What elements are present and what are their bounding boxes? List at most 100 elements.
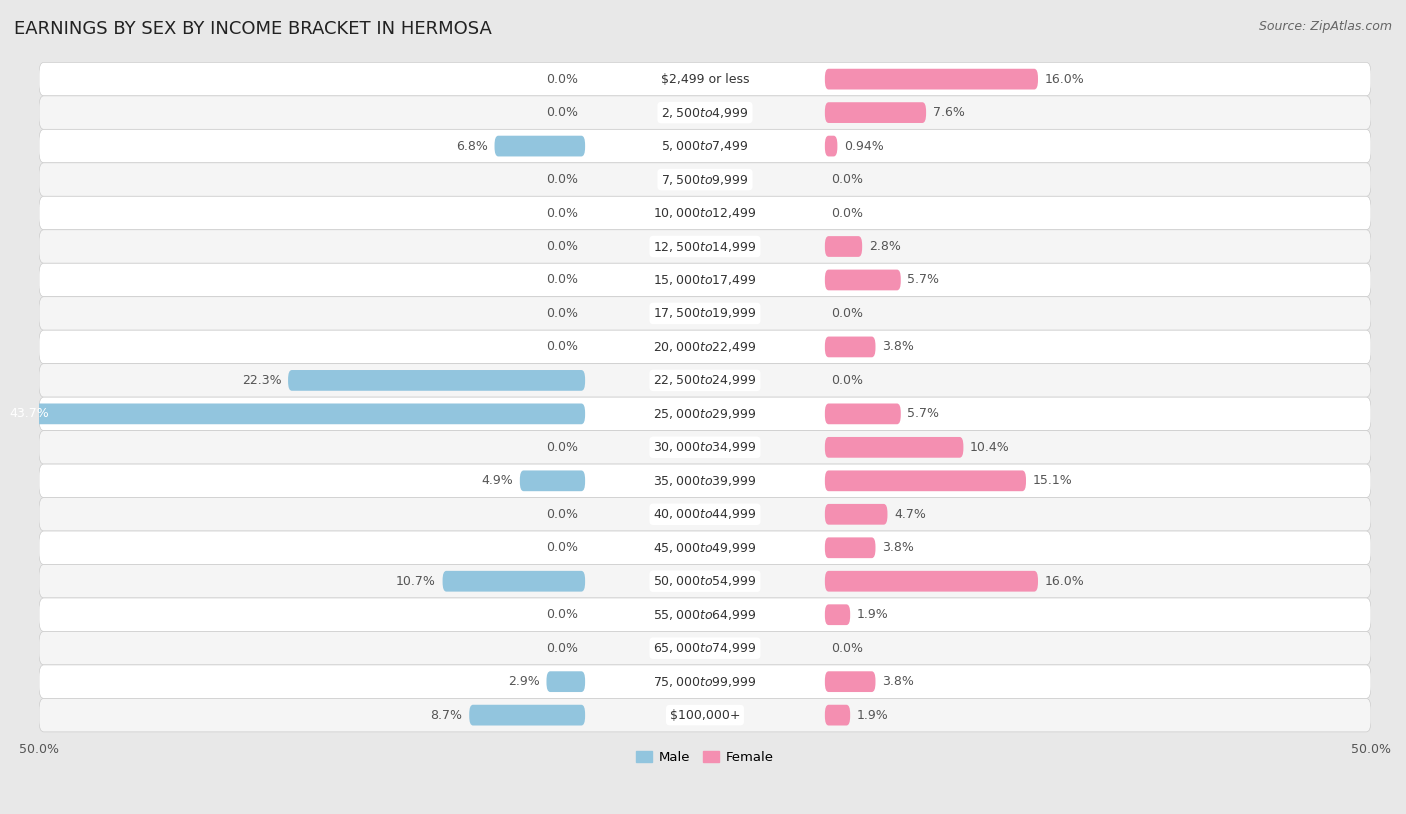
Text: $10,000 to $12,499: $10,000 to $12,499 xyxy=(654,206,756,220)
Text: 0.0%: 0.0% xyxy=(547,240,578,253)
FancyBboxPatch shape xyxy=(825,470,1026,491)
Text: $15,000 to $17,499: $15,000 to $17,499 xyxy=(654,273,756,287)
Text: $75,000 to $99,999: $75,000 to $99,999 xyxy=(654,675,756,689)
Text: 0.0%: 0.0% xyxy=(547,441,578,454)
Text: $20,000 to $22,499: $20,000 to $22,499 xyxy=(654,340,756,354)
FancyBboxPatch shape xyxy=(39,163,1371,196)
FancyBboxPatch shape xyxy=(39,464,1371,497)
FancyBboxPatch shape xyxy=(825,537,876,558)
FancyBboxPatch shape xyxy=(39,632,1371,665)
FancyBboxPatch shape xyxy=(39,297,1371,330)
FancyBboxPatch shape xyxy=(39,598,1371,632)
Text: 0.94%: 0.94% xyxy=(844,139,884,152)
Text: 1.9%: 1.9% xyxy=(856,608,889,621)
FancyBboxPatch shape xyxy=(39,665,1371,698)
Text: 16.0%: 16.0% xyxy=(1045,72,1084,85)
Text: 8.7%: 8.7% xyxy=(430,709,463,722)
Text: $5,000 to $7,499: $5,000 to $7,499 xyxy=(661,139,749,153)
FancyBboxPatch shape xyxy=(825,236,862,257)
FancyBboxPatch shape xyxy=(825,336,876,357)
Text: 5.7%: 5.7% xyxy=(907,274,939,287)
Text: $40,000 to $44,999: $40,000 to $44,999 xyxy=(654,507,756,521)
Text: EARNINGS BY SEX BY INCOME BRACKET IN HERMOSA: EARNINGS BY SEX BY INCOME BRACKET IN HER… xyxy=(14,20,492,38)
FancyBboxPatch shape xyxy=(470,705,585,725)
Text: 10.7%: 10.7% xyxy=(396,575,436,588)
FancyBboxPatch shape xyxy=(288,370,585,391)
FancyBboxPatch shape xyxy=(520,470,585,491)
Text: 0.0%: 0.0% xyxy=(547,641,578,654)
Text: $2,499 or less: $2,499 or less xyxy=(661,72,749,85)
Text: 0.0%: 0.0% xyxy=(547,508,578,521)
FancyBboxPatch shape xyxy=(825,136,838,156)
Text: 3.8%: 3.8% xyxy=(882,541,914,554)
FancyBboxPatch shape xyxy=(39,330,1371,364)
Text: 1.9%: 1.9% xyxy=(856,709,889,722)
Text: 7.6%: 7.6% xyxy=(932,106,965,119)
Text: 0.0%: 0.0% xyxy=(831,641,863,654)
Text: $22,500 to $24,999: $22,500 to $24,999 xyxy=(654,374,756,387)
Text: 0.0%: 0.0% xyxy=(547,340,578,353)
Text: 0.0%: 0.0% xyxy=(547,72,578,85)
Text: $50,000 to $54,999: $50,000 to $54,999 xyxy=(654,574,756,589)
FancyBboxPatch shape xyxy=(825,604,851,625)
FancyBboxPatch shape xyxy=(39,564,1371,598)
FancyBboxPatch shape xyxy=(39,230,1371,263)
FancyBboxPatch shape xyxy=(443,571,585,592)
Text: 4.9%: 4.9% xyxy=(481,475,513,488)
Text: $30,000 to $34,999: $30,000 to $34,999 xyxy=(654,440,756,454)
FancyBboxPatch shape xyxy=(825,68,1038,90)
FancyBboxPatch shape xyxy=(39,497,1371,531)
FancyBboxPatch shape xyxy=(547,672,585,692)
Text: Source: ZipAtlas.com: Source: ZipAtlas.com xyxy=(1258,20,1392,33)
Legend: Male, Female: Male, Female xyxy=(631,746,779,769)
FancyBboxPatch shape xyxy=(825,504,887,525)
Text: 0.0%: 0.0% xyxy=(831,307,863,320)
Text: 0.0%: 0.0% xyxy=(831,374,863,387)
Text: 0.0%: 0.0% xyxy=(547,307,578,320)
FancyBboxPatch shape xyxy=(825,672,876,692)
FancyBboxPatch shape xyxy=(39,397,1371,431)
Text: $55,000 to $64,999: $55,000 to $64,999 xyxy=(654,608,756,622)
FancyBboxPatch shape xyxy=(825,269,901,291)
FancyBboxPatch shape xyxy=(3,404,585,424)
Text: 43.7%: 43.7% xyxy=(10,407,49,420)
FancyBboxPatch shape xyxy=(39,431,1371,464)
Text: 0.0%: 0.0% xyxy=(547,541,578,554)
Text: 0.0%: 0.0% xyxy=(547,173,578,186)
FancyBboxPatch shape xyxy=(39,698,1371,732)
Text: 0.0%: 0.0% xyxy=(831,207,863,220)
Text: 16.0%: 16.0% xyxy=(1045,575,1084,588)
FancyBboxPatch shape xyxy=(39,263,1371,297)
Text: $7,500 to $9,999: $7,500 to $9,999 xyxy=(661,173,749,186)
Text: 0.0%: 0.0% xyxy=(831,173,863,186)
Text: 10.4%: 10.4% xyxy=(970,441,1010,454)
Text: $12,500 to $14,999: $12,500 to $14,999 xyxy=(654,239,756,253)
FancyBboxPatch shape xyxy=(825,705,851,725)
Text: 0.0%: 0.0% xyxy=(547,274,578,287)
Text: $45,000 to $49,999: $45,000 to $49,999 xyxy=(654,540,756,555)
Text: $2,500 to $4,999: $2,500 to $4,999 xyxy=(661,106,749,120)
FancyBboxPatch shape xyxy=(39,196,1371,230)
FancyBboxPatch shape xyxy=(39,531,1371,564)
Text: 0.0%: 0.0% xyxy=(547,207,578,220)
Text: $35,000 to $39,999: $35,000 to $39,999 xyxy=(654,474,756,488)
Text: $25,000 to $29,999: $25,000 to $29,999 xyxy=(654,407,756,421)
FancyBboxPatch shape xyxy=(39,63,1371,96)
Text: 5.7%: 5.7% xyxy=(907,407,939,420)
FancyBboxPatch shape xyxy=(825,404,901,424)
Text: 3.8%: 3.8% xyxy=(882,340,914,353)
Text: 0.0%: 0.0% xyxy=(547,608,578,621)
Text: 22.3%: 22.3% xyxy=(242,374,281,387)
Text: 15.1%: 15.1% xyxy=(1032,475,1073,488)
Text: 2.8%: 2.8% xyxy=(869,240,901,253)
Text: $17,500 to $19,999: $17,500 to $19,999 xyxy=(654,306,756,321)
FancyBboxPatch shape xyxy=(39,364,1371,397)
FancyBboxPatch shape xyxy=(825,437,963,457)
FancyBboxPatch shape xyxy=(825,571,1038,592)
Text: 4.7%: 4.7% xyxy=(894,508,927,521)
FancyBboxPatch shape xyxy=(39,96,1371,129)
FancyBboxPatch shape xyxy=(39,129,1371,163)
FancyBboxPatch shape xyxy=(825,103,927,123)
Text: 6.8%: 6.8% xyxy=(456,139,488,152)
Text: $65,000 to $74,999: $65,000 to $74,999 xyxy=(654,641,756,655)
